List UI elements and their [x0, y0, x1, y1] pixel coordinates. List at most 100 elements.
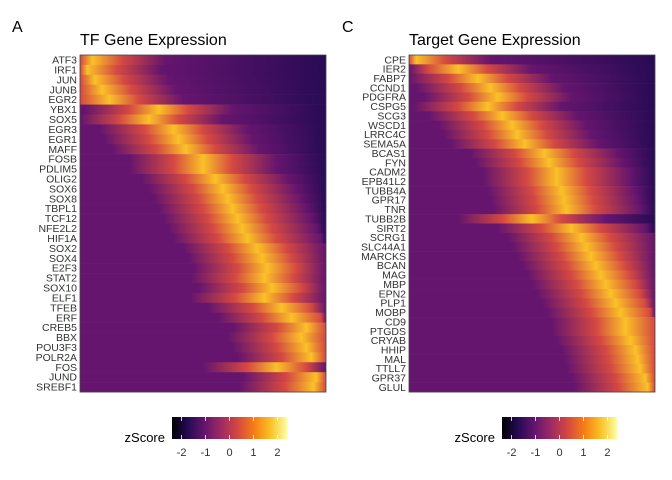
row-label: SOX8 — [49, 193, 77, 205]
row-label: SCRG1 — [370, 232, 406, 244]
heatmap-row — [80, 203, 326, 214]
legend-tick-label: 0 — [556, 447, 562, 459]
row-label: SOX2 — [49, 243, 77, 255]
row-label: PDLIM5 — [39, 164, 77, 176]
heatmap-row — [80, 263, 326, 274]
row-label: FOS — [55, 362, 77, 374]
legend-tick-label: 2 — [274, 447, 280, 459]
legend-a-colorbar — [172, 417, 287, 439]
row-label: OLIG2 — [46, 174, 77, 186]
row-label: MARCKS — [361, 251, 406, 263]
legend-c-colorbar — [502, 417, 617, 439]
heatmap-row — [409, 55, 655, 65]
heatmap-row — [409, 129, 655, 140]
legend-tick-label: 2 — [604, 447, 610, 459]
panel-c-title: Target Gene Expression — [409, 32, 581, 49]
heatmap-row — [80, 342, 326, 353]
heatmap-row — [80, 104, 326, 115]
heatmap-row — [409, 289, 655, 299]
row-label: CCND1 — [370, 82, 406, 94]
row-label: HIF1A — [47, 233, 77, 245]
row-label: BCAN — [377, 260, 406, 272]
row-label: TUBB2B — [365, 213, 406, 225]
heatmap-row — [409, 148, 655, 159]
heatmap-row — [409, 73, 655, 84]
heatmap-row — [409, 335, 655, 346]
heatmap-row — [80, 352, 326, 363]
row-label: PDGFRA — [362, 92, 406, 104]
row-label: BBX — [56, 332, 77, 344]
row-label: PLP1 — [380, 298, 406, 310]
legend-tick-label: -1 — [201, 447, 211, 459]
panel-a: A TF Gene Expression ATF3IRF1JUNJUNBEGR2… — [12, 19, 327, 459]
heatmap-row — [409, 111, 655, 121]
heatmap-row — [409, 382, 655, 393]
row-label: EPB41L2 — [362, 176, 407, 188]
row-label: EGR1 — [48, 134, 77, 146]
legend-tick-label: 1 — [580, 447, 586, 459]
heatmap-row — [80, 114, 326, 125]
heatmap-row — [409, 317, 655, 327]
heatmap-row — [80, 223, 326, 234]
heatmap-row — [80, 144, 326, 155]
heatmap-row — [80, 233, 326, 244]
row-label: CRYAB — [371, 335, 406, 347]
legend-tick-label: -2 — [177, 447, 187, 459]
row-label: STAT2 — [46, 273, 77, 285]
row-label: SIRT2 — [376, 223, 406, 235]
heatmap-c — [409, 55, 655, 393]
row-label: POLR2A — [36, 352, 77, 364]
row-label: MAFF — [48, 144, 77, 156]
heatmap-row — [409, 363, 655, 374]
heatmap-row — [80, 372, 326, 383]
heatmap-row — [409, 120, 655, 131]
heatmap-row — [80, 322, 326, 333]
heatmap-row — [80, 292, 326, 304]
legend-c: zScore -2 -1 0 1 2 — [455, 417, 617, 459]
row-label: CADM2 — [369, 167, 406, 179]
heatmap-row — [80, 332, 326, 343]
heatmap-row — [409, 101, 655, 112]
legend-a: zScore -2 -1 0 1 2 — [125, 417, 287, 459]
row-label: ERF — [56, 312, 77, 324]
row-labels-a: ATF3IRF1JUNJUNBEGR2YBX1SOX5EGR3EGR1MAFFF… — [36, 55, 78, 394]
row-label: FABP7 — [373, 73, 406, 85]
legend-tick-label: 1 — [250, 447, 256, 459]
row-label: LRRC4C — [364, 129, 406, 141]
heatmap-row — [80, 302, 326, 313]
row-label: GPR37 — [372, 373, 407, 385]
row-label: SLC44A1 — [361, 242, 406, 254]
legend-a-title: zScore — [125, 430, 165, 445]
panel-letter-a: A — [12, 19, 23, 36]
row-label: FYN — [385, 157, 406, 169]
heatmap-row — [80, 382, 326, 393]
row-label: CREB5 — [42, 322, 77, 334]
heatmap-row — [409, 186, 655, 196]
heatmap-row — [80, 362, 326, 373]
heatmap-row — [80, 282, 326, 294]
heatmap-row — [80, 173, 326, 185]
heatmap-row — [409, 373, 655, 383]
row-label: ELF1 — [52, 292, 77, 304]
legend-tick-label: -2 — [507, 447, 517, 459]
heatmap-row — [409, 260, 655, 271]
row-labels-c: CPEIER2FABP7CCND1PDGFRACSPG5SCG3WSCD1LRR… — [361, 54, 406, 394]
row-label: JUN — [57, 74, 77, 86]
heatmap-row — [80, 253, 326, 264]
row-label: BCAS1 — [372, 148, 407, 160]
heatmap-row — [80, 64, 326, 76]
row-label: WSCD1 — [368, 120, 406, 132]
row-label: POU3F3 — [36, 342, 77, 354]
row-label: IRF1 — [54, 64, 77, 76]
heatmap-row — [409, 92, 655, 103]
heatmap-row — [80, 213, 326, 224]
heatmap-row — [409, 354, 655, 365]
legend-tick-label: 0 — [226, 447, 232, 459]
row-label: YBX1 — [50, 104, 77, 116]
heatmap-a — [80, 55, 326, 393]
heatmap-row — [409, 279, 655, 290]
heatmap-row — [80, 164, 326, 175]
row-label: IER2 — [383, 64, 407, 76]
heatmap-row — [409, 251, 655, 262]
